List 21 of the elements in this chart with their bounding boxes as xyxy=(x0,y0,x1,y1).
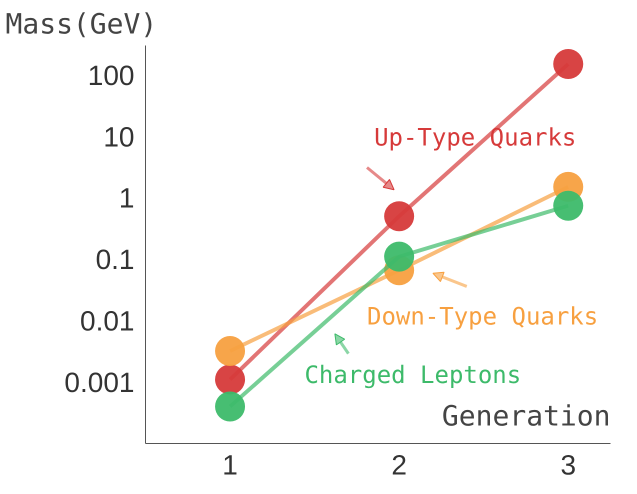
legend-label: Down-Type Quarks xyxy=(367,302,598,331)
point xyxy=(384,242,414,272)
y-tick-label: 10 xyxy=(103,121,135,152)
y-tick-label: 1 xyxy=(118,182,135,214)
x-tick-label: 2 xyxy=(391,450,407,480)
x-axis-title: Generation xyxy=(442,400,611,433)
point xyxy=(215,364,246,394)
point xyxy=(553,190,584,221)
x-tick-label: 1 xyxy=(222,450,238,480)
point xyxy=(215,392,246,422)
y-axis-title: Mass(GeV) xyxy=(6,8,158,40)
point xyxy=(384,201,414,232)
legend-label: Charged Leptons xyxy=(304,361,522,390)
y-tick-label: 0.001 xyxy=(64,367,135,398)
point xyxy=(553,49,584,79)
y-tick-label: 0.01 xyxy=(80,306,135,337)
y-tick-label: 100 xyxy=(88,60,134,91)
x-tick-label: 3 xyxy=(560,450,576,480)
y-tick-label: 0.1 xyxy=(96,244,135,276)
point xyxy=(215,336,246,366)
series-label: Up-Type Quarks xyxy=(374,123,576,152)
